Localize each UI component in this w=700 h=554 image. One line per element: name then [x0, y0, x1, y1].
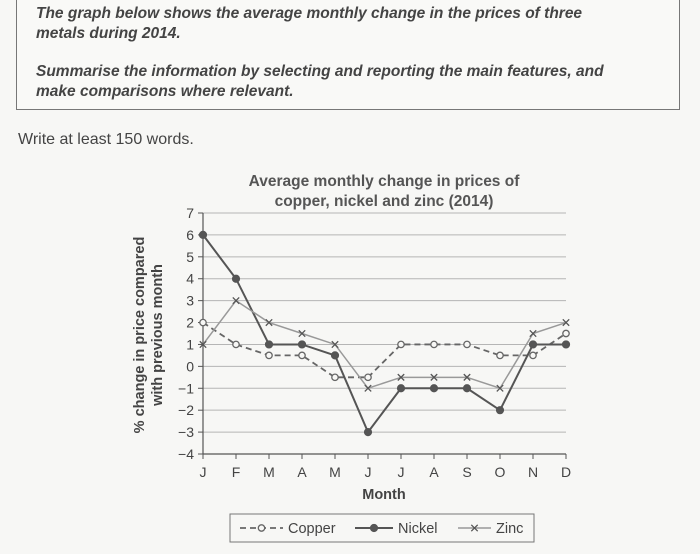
chart-title-line-1: Average monthly change in prices of — [249, 173, 521, 190]
zinc-point — [430, 373, 438, 381]
zinc-point — [199, 340, 207, 349]
nickel-point — [561, 340, 571, 349]
copper-point — [298, 351, 306, 360]
x-tick-label: A — [429, 464, 439, 480]
legend-marker-zinc — [470, 524, 479, 532]
task-box — [16, 0, 680, 110]
nickel-series-line — [202, 234, 566, 435]
legend-box — [229, 513, 535, 543]
y-tick-label: −1 — [178, 380, 194, 396]
y-tick-label: 5 — [186, 249, 194, 265]
nickel-point — [363, 427, 373, 437]
copper-point — [364, 373, 372, 382]
y-tick-label: 1 — [186, 336, 194, 352]
copper-point — [232, 340, 240, 349]
zinc-point — [364, 384, 372, 392]
zinc-point — [463, 373, 471, 381]
zinc-point — [232, 296, 240, 305]
x-tick-label: J — [365, 464, 372, 480]
copper-point — [463, 340, 471, 349]
task-text-line-2: metals during 2014. — [36, 25, 181, 42]
copper-point — [430, 340, 438, 349]
legend-label-copper: Copper — [288, 521, 336, 537]
task-text-line-3: Summarise the information by selecting a… — [36, 63, 604, 80]
x-tick-label: O — [495, 464, 506, 480]
y-tick-label: −2 — [178, 402, 194, 418]
legend-label-nickel: Nickel — [398, 521, 437, 537]
task-text-line-4: make comparisons where relevant. — [36, 83, 294, 100]
nickel-point — [462, 384, 472, 393]
nickel-point — [528, 340, 538, 349]
y-tick-label: 2 — [186, 315, 194, 331]
nickel-point — [495, 406, 505, 415]
zinc-point — [529, 329, 537, 338]
nickel-point — [396, 384, 406, 393]
x-axis-label: Month — [362, 487, 405, 503]
y-tick-label: −4 — [178, 446, 194, 462]
nickel-point — [198, 230, 208, 240]
chart-title-line-2: copper, nickel and zinc (2014) — [275, 193, 494, 210]
copper-point — [562, 329, 570, 338]
word-count-instruction: Write at least 150 words. — [18, 131, 194, 148]
y-tick-label: 6 — [186, 227, 194, 243]
legend-marker-copper — [257, 524, 266, 532]
x-tick-label: D — [561, 464, 571, 480]
legend-marker-nickel — [369, 523, 379, 533]
copper-point — [331, 373, 339, 382]
x-tick-label: J — [200, 464, 207, 480]
y-axis-label-line-2: with previous month — [150, 264, 166, 407]
nickel-point — [264, 340, 274, 349]
x-tick-label: S — [462, 464, 471, 480]
nickel-point — [429, 384, 439, 393]
y-tick-label: 7 — [186, 205, 194, 221]
zinc-point — [298, 329, 306, 338]
zinc-point — [265, 318, 273, 327]
zinc-point — [397, 373, 405, 381]
x-tick-label: M — [329, 464, 341, 480]
x-tick-label: M — [263, 464, 275, 480]
copper-point — [199, 318, 207, 327]
copper-series-line — [202, 321, 567, 379]
nickel-point — [231, 274, 241, 283]
zinc-point — [331, 340, 339, 349]
y-tick-label: −3 — [178, 424, 194, 440]
copper-point — [397, 340, 405, 349]
x-tick-label: A — [297, 464, 307, 480]
zinc-point — [562, 318, 570, 327]
x-tick-label: F — [232, 464, 241, 480]
copper-point — [265, 351, 273, 360]
nickel-point — [297, 340, 307, 349]
x-tick-label: J — [398, 464, 405, 480]
x-tick-label: N — [528, 464, 538, 480]
y-tick-label: 3 — [186, 293, 194, 309]
copper-point — [529, 351, 537, 360]
y-axis-label-line-1: % change in price compared — [132, 237, 148, 434]
zinc-series-line — [202, 299, 567, 390]
zinc-point — [496, 384, 504, 392]
y-tick-label: 4 — [186, 271, 194, 287]
y-tick-label: 0 — [186, 358, 194, 374]
copper-point — [496, 351, 504, 360]
task-text-line-1: The graph below shows the average monthl… — [36, 5, 583, 22]
nickel-point — [330, 351, 340, 360]
legend-label-zinc: Zinc — [496, 521, 523, 537]
